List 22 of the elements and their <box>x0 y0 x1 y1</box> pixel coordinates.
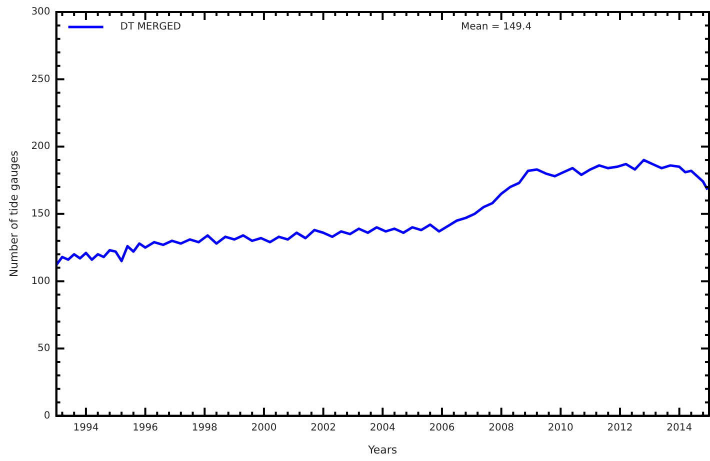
x-tick-label: 2008 <box>488 422 514 434</box>
x-tick-label: 1994 <box>73 422 99 434</box>
x-tick-label: 2014 <box>666 422 692 434</box>
y-tick-label: 0 <box>44 410 50 422</box>
y-tick-label: 300 <box>31 6 50 18</box>
x-tick-label: 2004 <box>370 422 396 434</box>
y-tick-label: 200 <box>31 141 50 152</box>
x-tick-label: 2006 <box>429 422 455 434</box>
x-tick-label: 1998 <box>192 422 218 434</box>
y-tick-label: 250 <box>31 74 50 85</box>
x-tick-label: 2000 <box>251 422 277 434</box>
y-tick-label: 100 <box>31 276 50 287</box>
x-tick-label: 1996 <box>132 422 158 434</box>
x-axis-title: Years <box>367 443 398 456</box>
y-tick-label: 50 <box>38 343 50 354</box>
y-axis-title: Number of tide gauges <box>7 150 20 278</box>
x-tick-label: 2012 <box>607 422 633 434</box>
legend-label: DT MERGED <box>120 22 182 33</box>
y-tick-label: 150 <box>31 208 50 220</box>
x-tick-label: 2010 <box>548 422 574 434</box>
annotation: Mean = 149.4 <box>460 22 532 33</box>
x-tick-label: 2002 <box>310 422 336 434</box>
